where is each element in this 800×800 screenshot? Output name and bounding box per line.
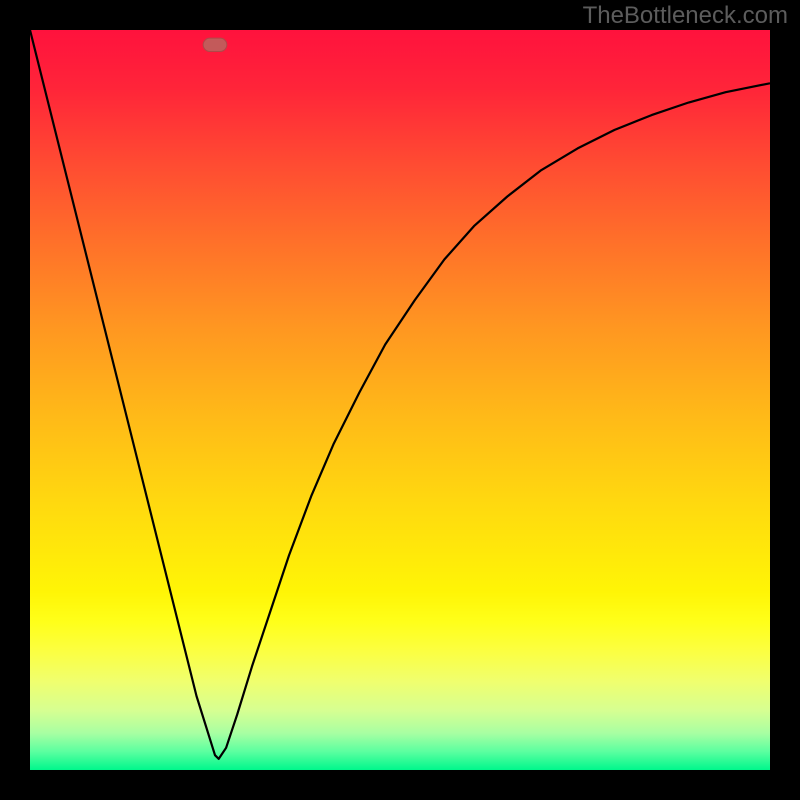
chart-figure: TheBottleneck.com [0, 0, 800, 800]
chart-plot-area [30, 30, 770, 770]
chart-svg [30, 30, 770, 770]
optimum-marker [203, 38, 227, 51]
watermark-text: TheBottleneck.com [583, 2, 788, 30]
chart-background [30, 30, 770, 770]
